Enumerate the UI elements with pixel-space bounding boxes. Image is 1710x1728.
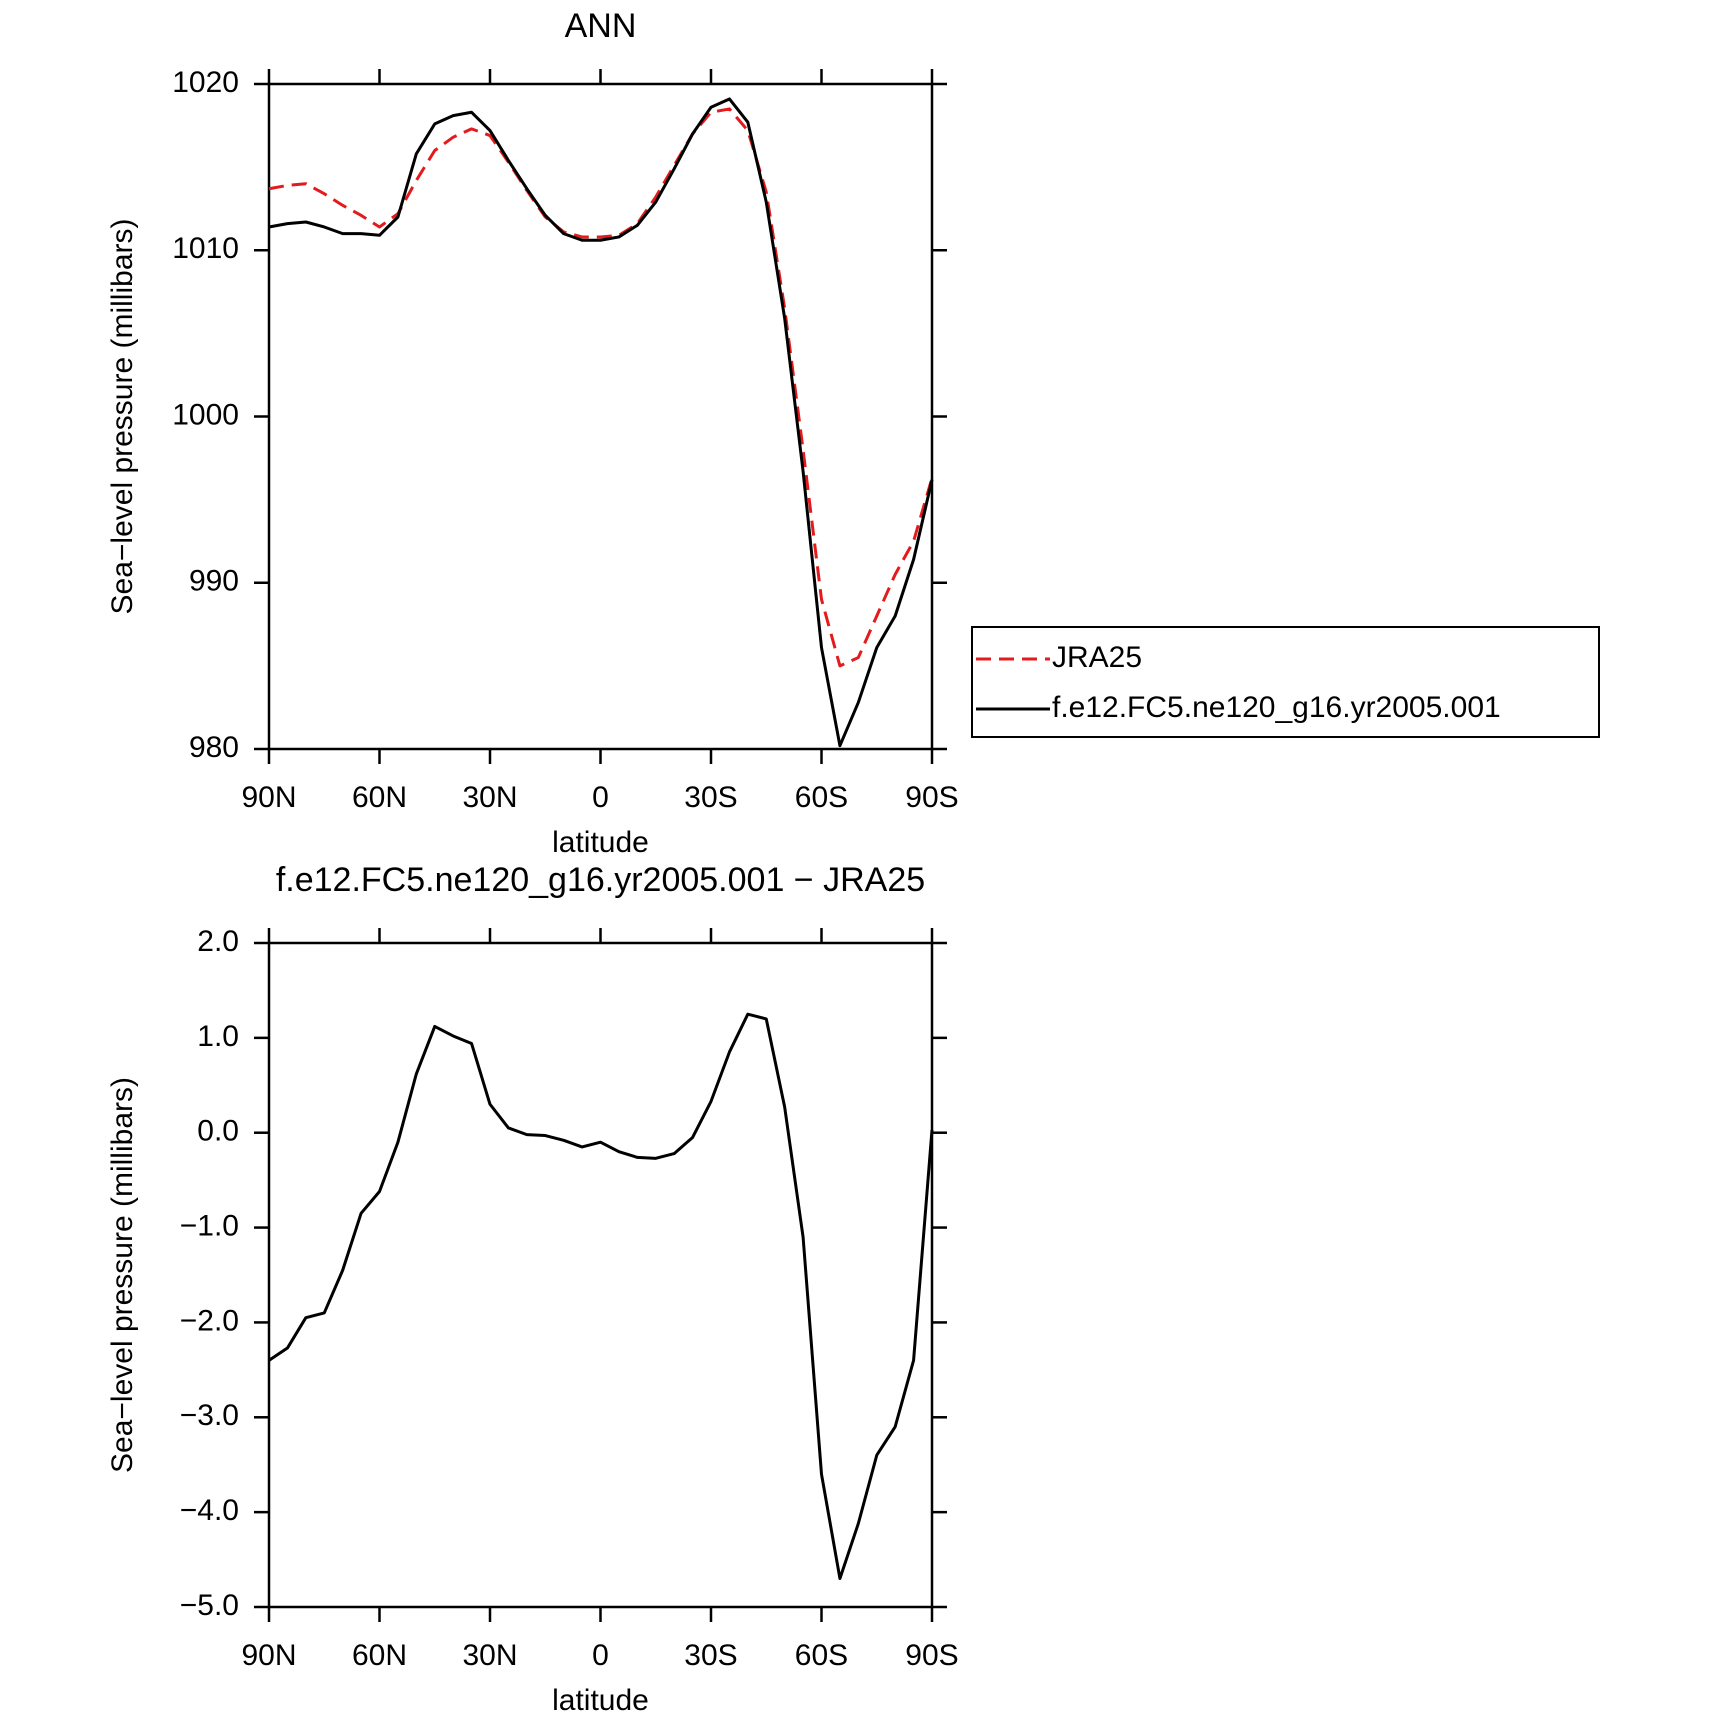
x-tick-label: 60S (795, 781, 848, 814)
y-tick-label: −3.0 (180, 1399, 239, 1432)
chart-title: ANN (565, 7, 637, 45)
x-tick-label: 90N (241, 1639, 296, 1672)
x-tick-label: 90N (241, 781, 296, 814)
x-tick-label: 90S (905, 781, 958, 814)
x-tick-label: 30S (684, 1639, 737, 1672)
x-tick-label: 60N (352, 781, 407, 814)
y-axis-label: Sea−level pressure (millibars) (106, 219, 139, 615)
y-tick-label: −1.0 (180, 1209, 239, 1242)
y-tick-label: 980 (189, 731, 239, 764)
plot-frame (267, 82, 934, 751)
x-tick-label: 0 (592, 781, 609, 814)
y-tick-label: −4.0 (180, 1494, 239, 1527)
y-tick-label: 1020 (172, 66, 239, 99)
y-tick-label: 0.0 (197, 1115, 239, 1148)
legend-box (971, 626, 1600, 738)
y-tick-label: −2.0 (180, 1304, 239, 1337)
plot-frame (267, 941, 934, 1609)
y-tick-label: 2.0 (197, 925, 239, 958)
data-line (268, 1012, 934, 1581)
y-tick-label: −5.0 (180, 1589, 239, 1622)
x-tick-label: 0 (592, 1639, 609, 1672)
x-axis-label: latitude (552, 1684, 649, 1717)
legend-label: JRA25 (1052, 641, 1142, 674)
x-tick-label: 90S (905, 1639, 958, 1672)
x-axis-label: latitude (552, 826, 649, 859)
y-tick-label: 1.0 (197, 1020, 239, 1053)
y-axis-label: Sea−level pressure (millibars) (106, 1077, 139, 1473)
x-tick-label: 30N (462, 781, 517, 814)
x-tick-label: 60S (795, 1639, 848, 1672)
x-tick-label: 60N (352, 1639, 407, 1672)
data-line (268, 97, 934, 748)
y-tick-label: 990 (189, 565, 239, 598)
x-tick-label: 30N (462, 1639, 517, 1672)
legend-label: f.e12.FC5.ne120_g16.yr2005.001 (1052, 691, 1501, 724)
y-tick-label: 1010 (172, 232, 239, 265)
data-line (268, 107, 934, 668)
y-tick-label: 1000 (172, 398, 239, 431)
x-tick-label: 30S (684, 781, 737, 814)
chart-title: f.e12.FC5.ne120_g16.yr2005.001 − JRA25 (276, 861, 925, 899)
